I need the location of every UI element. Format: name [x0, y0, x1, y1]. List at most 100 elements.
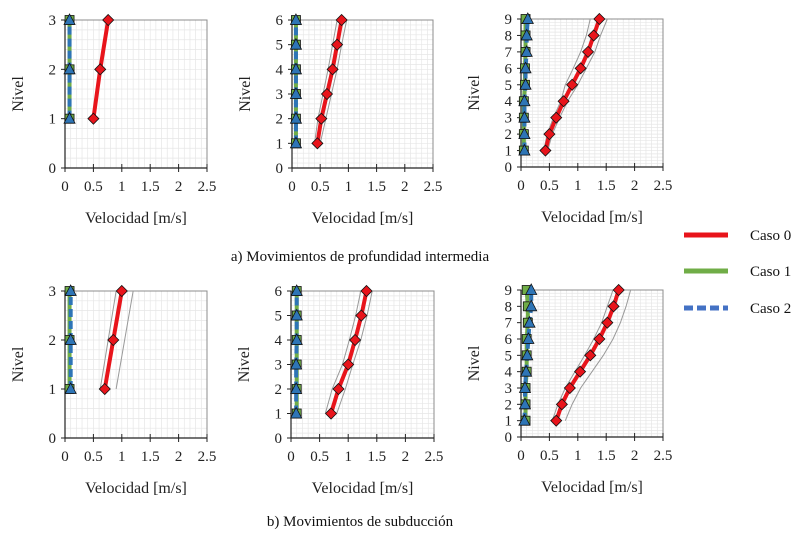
y-tick-label: 5: [505, 348, 513, 364]
plot-border: [520, 289, 664, 438]
caso-2-point: [63, 111, 76, 124]
series-caso-0-line: [315, 19, 344, 144]
y-tick-label: 4: [505, 94, 513, 110]
y-tick-label: 6: [505, 61, 513, 77]
envelope-high-line: [319, 19, 348, 144]
x-tick-label: 1.5: [141, 449, 160, 465]
x-tick-label: 1.5: [597, 448, 616, 464]
caso-2-point: [64, 284, 77, 296]
y-axis-label: Nivel: [237, 76, 254, 112]
y-tick-label: 1: [505, 144, 513, 160]
caso-2-point: [525, 283, 538, 295]
x-tick-label: 2.5: [198, 449, 217, 465]
caso-0-point: [311, 137, 324, 150]
y-tick-label: 9: [505, 283, 513, 299]
subplot-1: 0 0.5 1 1.5 2 2.5 0 1 2 3 Velocidad [m/s] Nivel: [10, 13, 216, 227]
y-tick-label: 6: [276, 13, 284, 29]
envelope-high-line: [336, 290, 373, 414]
caso-2-point: [289, 111, 303, 124]
caso-0-point: [102, 13, 115, 27]
y-tick-label: 2: [49, 62, 57, 78]
caso-0-point: [355, 309, 368, 322]
caso-2-point: [518, 381, 532, 393]
caso-0-point: [320, 87, 334, 101]
caso-2-point: [518, 143, 531, 156]
x-tick-label: 1: [118, 449, 126, 465]
caso-2-point: [289, 62, 303, 75]
caso-0-point: [87, 112, 100, 125]
x-tick-label: 0: [61, 179, 69, 195]
y-tick-label: 5: [276, 38, 284, 54]
caso-2-point: [521, 348, 534, 361]
caso-0-point: [326, 63, 339, 76]
caso-2-point: [64, 382, 77, 394]
caso-2-point: [519, 61, 532, 74]
x-tick-label: 2: [175, 449, 183, 465]
y-axis-label: Nivel: [466, 345, 483, 381]
x-tick-label: 0.5: [540, 178, 559, 194]
x-tick-label: 1.5: [367, 449, 386, 465]
plot-border: [64, 290, 208, 439]
y-tick-label: 7: [505, 316, 513, 332]
caso-2-point: [289, 136, 303, 149]
envelope-high-line: [564, 289, 632, 421]
x-tick-label: 0: [517, 448, 525, 464]
caption-b: b) Movimientos de subducción: [267, 514, 454, 530]
caso-0-point: [550, 111, 563, 124]
x-tick-label: 2: [402, 449, 410, 465]
x-axis-label: Velocidad [m/s]: [541, 209, 643, 226]
caso-0-point: [581, 45, 595, 58]
caso-0-point: [543, 128, 556, 141]
x-axis-label: Velocidad [m/s]: [85, 480, 187, 497]
y-tick-label: 2: [505, 397, 513, 413]
x-tick-label: 2.5: [424, 179, 443, 195]
caso-0-point: [607, 300, 620, 313]
caso-2-point: [63, 13, 76, 25]
x-tick-label: 0.5: [311, 179, 330, 195]
y-axis-label: Nivel: [466, 75, 483, 111]
x-tick-label: 0.5: [84, 179, 103, 195]
y-tick-label: 0: [505, 160, 513, 176]
caso-2-point: [289, 382, 303, 394]
x-tick-label: 0: [61, 449, 69, 465]
y-tick-label: 6: [275, 284, 283, 300]
x-tick-label: 1: [344, 449, 352, 465]
caso-2-point: [523, 315, 536, 328]
caso-0-point: [593, 12, 606, 26]
y-tick-label: 2: [505, 127, 513, 143]
caption-a: a) Movimientos de profundidad intermedia: [231, 249, 490, 265]
caso-0-point: [94, 63, 107, 76]
caso-2-point: [518, 397, 532, 410]
caso-2-point: [518, 110, 531, 123]
envelope-high-line: [115, 290, 134, 390]
caso-0-point: [563, 381, 576, 395]
y-tick-label: 1: [505, 414, 513, 430]
caso-2-point: [518, 127, 531, 140]
caso-2-point: [289, 357, 303, 370]
caso-2-point: [525, 299, 538, 312]
caso-0-point: [335, 13, 348, 27]
x-tick-label: 1: [574, 448, 582, 464]
y-tick-label: 1: [49, 382, 57, 398]
y-tick-label: 0: [49, 161, 57, 177]
caso-0-point: [107, 333, 120, 347]
x-tick-label: 0.5: [310, 449, 329, 465]
series-caso-0-line: [329, 290, 369, 415]
caso-0-point: [587, 29, 600, 42]
y-tick-label: 1: [49, 112, 57, 128]
caso-2-point: [289, 37, 303, 50]
caso-2-point: [289, 87, 303, 99]
caso-2-point: [290, 284, 303, 296]
caso-0-point: [348, 333, 362, 347]
caso-2-point: [289, 406, 303, 419]
y-tick-label: 7: [505, 45, 513, 61]
caso-0-point: [315, 112, 328, 125]
y-tick-label: 3: [276, 87, 284, 103]
x-tick-label: 1.5: [597, 178, 616, 194]
x-tick-label: 2.5: [425, 449, 444, 465]
x-tick-label: 2.5: [198, 179, 217, 195]
caso-0-point: [332, 382, 345, 396]
x-axis-label: Velocidad [m/s]: [541, 479, 643, 496]
